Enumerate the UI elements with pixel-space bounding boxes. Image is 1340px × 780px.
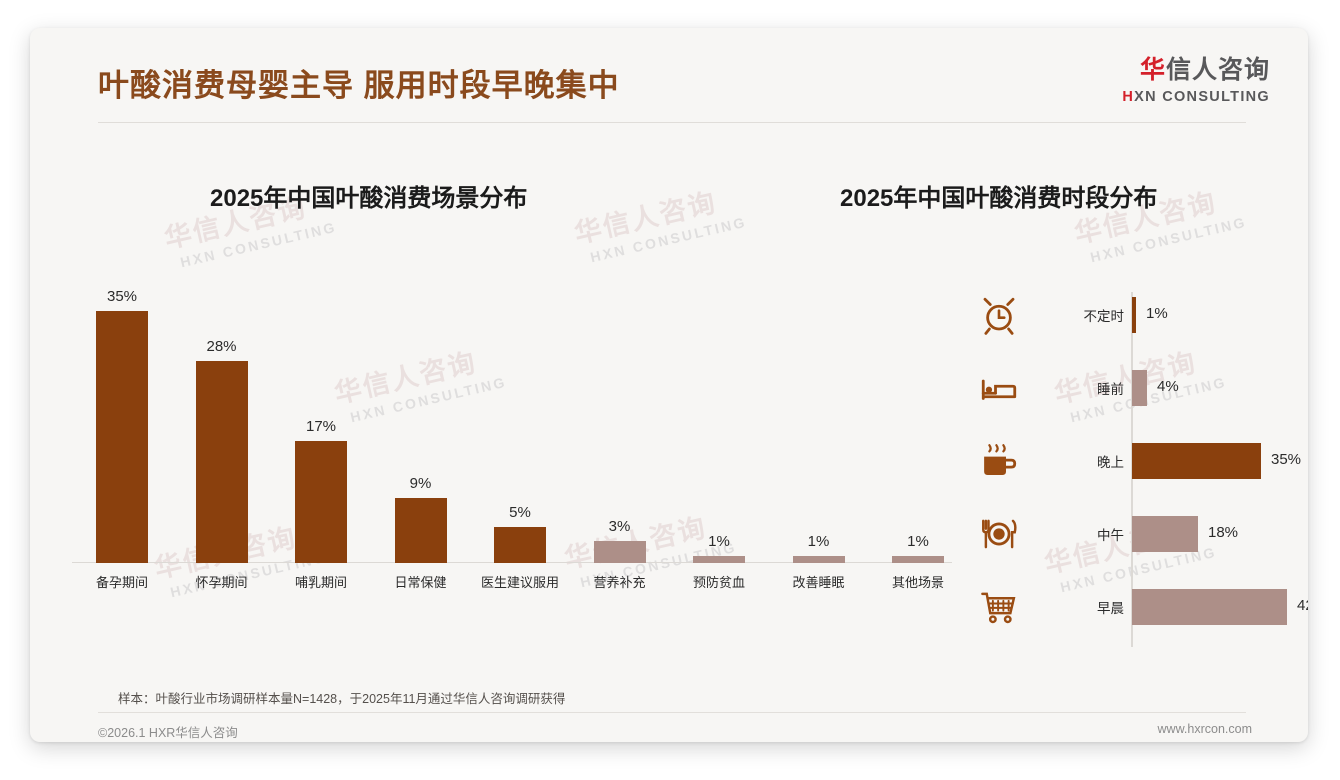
chart-title-scenario: 2025年中国叶酸消费场景分布 — [210, 185, 528, 212]
logo-cn-accent: 华 — [1139, 56, 1166, 84]
column-value-label: 5% — [509, 504, 531, 521]
column-category-label: 日常保健 — [394, 575, 447, 590]
bar-row-bar[interactable] — [1132, 589, 1287, 625]
scenario-distribution-chart: 35% 备孕期间 28% 怀孕期间 17% 哺乳期间 9% 日常保健 5% 医生建议服用 3% 营养补… — [60, 268, 960, 598]
bar-row-bar[interactable] — [1132, 443, 1261, 479]
column-category-label: 预防贫血 — [692, 575, 745, 590]
slide-header: 叶酸消费母婴主导 服用时段早晚集中 华信人咨询 HXN CONSULTING — [30, 28, 1308, 124]
column-value-label: 1% — [708, 533, 730, 550]
column-value-label: 3% — [608, 518, 631, 535]
bar-row: 早晨 42% — [960, 584, 1308, 630]
logo-en-rest: XN CONSULTING — [1134, 89, 1270, 105]
bar-row-value-label: 18% — [1208, 524, 1239, 541]
watermark-en: HXN CONSULTING — [178, 218, 339, 271]
bar-row-category-label: 早晨 — [1097, 601, 1124, 616]
page-title: 叶酸消费母婴主导 服用时段早晚集中 — [98, 68, 620, 103]
slide-canvas: 华信人咨询 HXN CONSULTING 华信人咨询 HXN CONSULTIN… — [30, 28, 1308, 742]
watermark-en: HXN CONSULTING — [1088, 213, 1249, 266]
copyright-text: ©2026.1 HXR华信人咨询 — [98, 726, 238, 740]
column-bar[interactable] — [792, 556, 845, 563]
column-category-label: 营养补充 — [593, 575, 646, 590]
column-value-label: 1% — [807, 533, 830, 550]
bar-row: 晚上 35% — [960, 438, 1301, 484]
column-group: 1% 预防贫血 — [669, 533, 769, 590]
column-category-label: 医生建议服用 — [480, 575, 559, 590]
column-value-label: 17% — [305, 418, 337, 435]
bar-row-bar[interactable] — [1132, 516, 1198, 552]
company-logo: 华信人咨询 HXN CONSULTING — [1122, 58, 1270, 105]
bar-row: 中午 18% — [960, 511, 1290, 557]
column-category-label: 改善睡眠 — [792, 575, 845, 590]
column-bar[interactable] — [394, 498, 447, 563]
bar-row-category-label: 不定时 — [1083, 309, 1125, 324]
bar-row-value-label: 1% — [1146, 305, 1168, 322]
column-value-label: 9% — [409, 475, 432, 492]
column-category-label: 怀孕期间 — [195, 575, 248, 590]
column-value-label: 28% — [206, 338, 237, 355]
bar-row-category-label: 中午 — [1097, 528, 1124, 543]
bar-row: 不定时 1% — [960, 292, 1290, 338]
column-bar[interactable] — [295, 441, 347, 563]
timeslot-distribution-chart: 不定时 1% 睡前 4% 晚上 35% 中午 18% 早晨 42% — [960, 278, 1308, 658]
column-group: 5% 医生建议服用 — [470, 504, 570, 590]
bar-row-bar[interactable] — [1132, 370, 1147, 406]
bar-row-value-label: 35% — [1271, 451, 1302, 468]
column-bar[interactable] — [96, 311, 148, 563]
plate-cutlery-icon — [978, 513, 1020, 555]
column-group: 28% 怀孕期间 — [172, 338, 272, 590]
chart-title-timeslot: 2025年中国叶酸消费时段分布 — [840, 185, 1158, 212]
column-category-label: 备孕期间 — [95, 575, 148, 590]
column-bar[interactable] — [892, 556, 944, 563]
column-group: 1% 其他场景 — [868, 533, 968, 590]
column-group: 9% 日常保健 — [371, 475, 471, 590]
bar-row-value-label: 4% — [1157, 378, 1179, 395]
column-bar[interactable] — [693, 556, 745, 563]
column-category-label: 其他场景 — [891, 575, 944, 590]
alarm-clock-icon — [978, 294, 1020, 336]
chart-vertical-axis — [1131, 292, 1133, 647]
header-divider — [98, 122, 1246, 123]
column-value-label: 1% — [907, 533, 929, 550]
bar-row-category-label: 睡前 — [1097, 382, 1124, 397]
watermark: 华信人咨询 HXN CONSULTING — [570, 175, 749, 268]
watermark-cn: 华信人咨询 — [571, 187, 720, 250]
column-group: 35% 备孕期间 — [72, 288, 172, 590]
watermark-en: HXN CONSULTING — [588, 213, 749, 266]
website-url[interactable]: www.hxrcon.com — [1157, 722, 1252, 736]
coffee-mug-icon — [978, 440, 1020, 482]
column-bar[interactable] — [494, 527, 546, 563]
bar-row-category-label: 晚上 — [1097, 455, 1124, 470]
column-group: 3% 营养补充 — [570, 518, 670, 590]
bar-row-bar[interactable] — [1132, 297, 1136, 333]
bar-row: 睡前 4% — [960, 365, 1290, 411]
logo-chinese-text: 华信人咨询 — [1122, 58, 1270, 83]
logo-cn-rest: 信人咨询 — [1165, 56, 1270, 84]
column-group: 1% 改善睡眠 — [769, 533, 869, 590]
bar-row-value-label: 42% — [1297, 597, 1308, 614]
shopping-cart-icon — [978, 586, 1020, 628]
logo-en-accent: H — [1122, 89, 1135, 105]
column-group: 17% 哺乳期间 — [271, 418, 371, 590]
column-bar[interactable] — [195, 361, 248, 563]
sample-note: 样本：叶酸行业市场调研样本量N=1428，于2025年11月通过华信人咨询调研获… — [118, 692, 566, 706]
logo-english-text: HXN CONSULTING — [1122, 90, 1270, 105]
bed-icon — [978, 367, 1020, 409]
column-bar[interactable] — [593, 541, 646, 563]
footer-divider — [98, 712, 1246, 713]
column-category-label: 哺乳期间 — [294, 575, 347, 590]
column-value-label: 35% — [106, 288, 138, 305]
